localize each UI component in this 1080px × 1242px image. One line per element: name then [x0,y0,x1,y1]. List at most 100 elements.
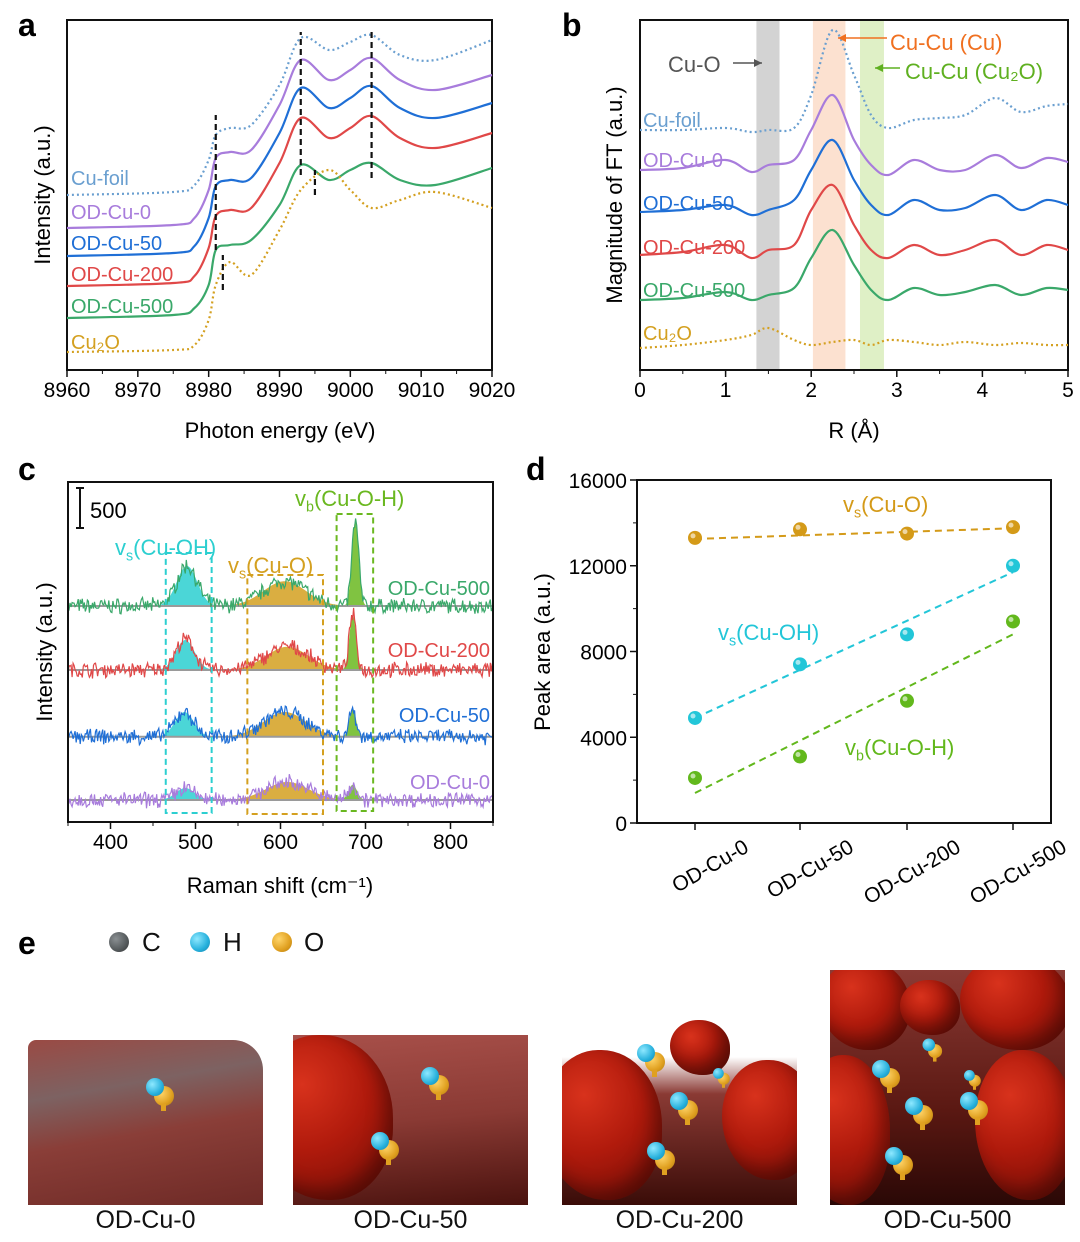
panel-a-xanes-chart: 8960 8970 8980 8990 9000 9010 9020 Cu-foil OD-Cu… [44,19,516,402]
panel-b-xtick-label: 0 [634,379,646,402]
panel-c-peak-fill [210,712,360,737]
hydroxyl-molecule-icon [371,1130,401,1165]
panel-b-series-line [639,228,1069,302]
panel-b-series-line [639,183,1069,260]
panel-b-band-label: Cu-Cu (Cu) [890,30,1002,55]
scene-od-cu-200-image [562,1020,797,1205]
panel-c-xlabel: Raman shift (cm⁻¹) [187,873,373,898]
scene-label-od-cu-500: OD-Cu-500 [883,1206,1012,1234]
hydroxyl-molecule-icon [421,1065,451,1100]
panel-d-data-point-highlight [902,696,908,702]
panel-b-series-label: OD-Cu-500 [643,280,745,302]
panel-d-data-point [1006,614,1020,629]
panel-b-xtick-label: 2 [805,379,817,402]
scene-od-cu-0-image [28,1040,263,1205]
panel-b-series-label: OD-Cu-50 [643,193,734,215]
panel-d-data-point [688,530,702,545]
panel-d-ylabel: Peak area (a.u.) [530,573,555,731]
panel-c-region-label: vb(Cu-O-H) [295,486,404,516]
panel-d-data-point [793,522,807,537]
legend-label-o: O [304,927,325,957]
panel-d-plot-frame [636,479,1052,824]
panel-c-peak-fill [212,782,362,800]
panel-b-band-label: Cu-O [668,52,721,77]
panel-a-xtick-label: 8990 [256,379,303,402]
panel-d-data-point [793,657,807,672]
panel-c-xtick-label: 500 [178,831,213,854]
panel-a-series-line [66,114,493,288]
panel-b-xlabel: R (Å) [828,418,879,443]
panel-a-series-label: Cu-foil [71,168,129,190]
panel-c-xtick-label: 600 [263,831,298,854]
panel-d-data-point-highlight [795,752,801,758]
panel-d-xtick-label: OD-Cu-500 [966,835,1070,909]
panel-b-series-label: OD-Cu-200 [643,237,745,259]
panel-c-xtick-label: 800 [433,831,468,854]
panel-d-data-point-highlight [1008,522,1014,528]
legend-label-h: H [223,927,242,957]
panel-b-band-label: Cu-Cu (Cu₂O) [905,59,1043,84]
panel-d-data-point-highlight [690,533,696,539]
panel-label-d: d [526,451,546,487]
panel-d-data-point-highlight [1008,561,1014,567]
panel-d-fit-line [694,633,1014,794]
panel-c-peak-fill [337,784,368,800]
panel-d-fit-line [694,571,1014,719]
panel-a-xtick-label: 9010 [398,379,445,402]
panel-b-ylabel: Magnitude of FT (a.u.) [602,86,627,303]
panel-c-series-label: OD-Cu-50 [399,705,490,727]
panel-d-data-point [688,770,702,785]
panel-b-xtick-label: 1 [720,379,732,402]
panel-c-spectrum-line [67,705,493,747]
panel-d-xtick-label: OD-Cu-200 [860,835,964,909]
panel-d-data-point-highlight [690,713,696,719]
panel-b-series-label: OD-Cu-0 [643,150,723,172]
panel-c-series-label: OD-Cu-0 [410,772,490,794]
panel-c-region-box [164,551,213,815]
panel-b-series-label: Cu₂O [643,323,692,345]
arrow-head-icon [875,64,883,72]
panel-d-data-point [1006,520,1020,535]
panel-label-a: a [18,7,36,43]
hydroxyl-molecule-icon [872,1058,902,1093]
panel-d-ytick-label: 16000 [569,470,627,493]
panel-c-scale-bar-label: 500 [90,498,127,523]
panel-c-peak-fill [152,788,219,800]
hydroxyl-molecule-icon [647,1140,677,1175]
panel-d-ytick-label: 12000 [569,556,627,579]
scene-label-od-cu-50: OD-Cu-50 [353,1206,468,1234]
scene-label-od-cu-200: OD-Cu-200 [615,1206,744,1234]
panel-a-xtick-label: 9000 [327,379,374,402]
oxygen-atom-icon [272,932,292,952]
panel-a-xtick-label: 8980 [185,379,232,402]
panel-d-data-point-highlight [795,659,801,665]
arrow-head-icon [754,59,762,67]
panel-c-spectrum-line [67,607,493,680]
panel-d-data-point-highlight [902,529,908,535]
panel-a-ylabel: Intensity (a.u.) [30,125,55,264]
scene-label-od-cu-0: OD-Cu-0 [95,1206,196,1234]
panel-c-xtick-label: 400 [93,831,128,854]
hydroxyl-molecule-icon [713,1067,731,1088]
panel-c-raman-chart: OD-Cu-500 OD-Cu-200 OD-Cu-50 OD-Cu-0 vs(Cu-O… [67,481,494,854]
panel-c-series-label: OD-Cu-200 [388,640,490,662]
panel-d-ytick-label: 4000 [580,727,627,750]
hydroxyl-molecule-icon [885,1145,915,1180]
panel-b-series-line [639,138,1069,217]
panel-b-xtick-label: 5 [1062,379,1074,402]
hydroxyl-molecule-icon [637,1042,667,1077]
panel-c-region-label: vs(Cu-O) [228,553,313,583]
carbon-atom-icon [109,932,129,952]
panel-a-series-line [66,168,493,354]
panel-c-spectrum-line [67,774,493,810]
hydroxyl-molecule-icon [964,1069,982,1090]
panel-d-fit-line [694,527,1014,540]
panel-d-ytick-label: 8000 [580,642,627,665]
panel-a-xtick-label: 9020 [469,379,516,402]
panel-b-xtick-label: 4 [977,379,989,402]
panel-a-xtick-label: 8960 [44,379,91,402]
panel-d-data-point [793,749,807,764]
hydroxyl-molecule-icon [146,1076,176,1111]
